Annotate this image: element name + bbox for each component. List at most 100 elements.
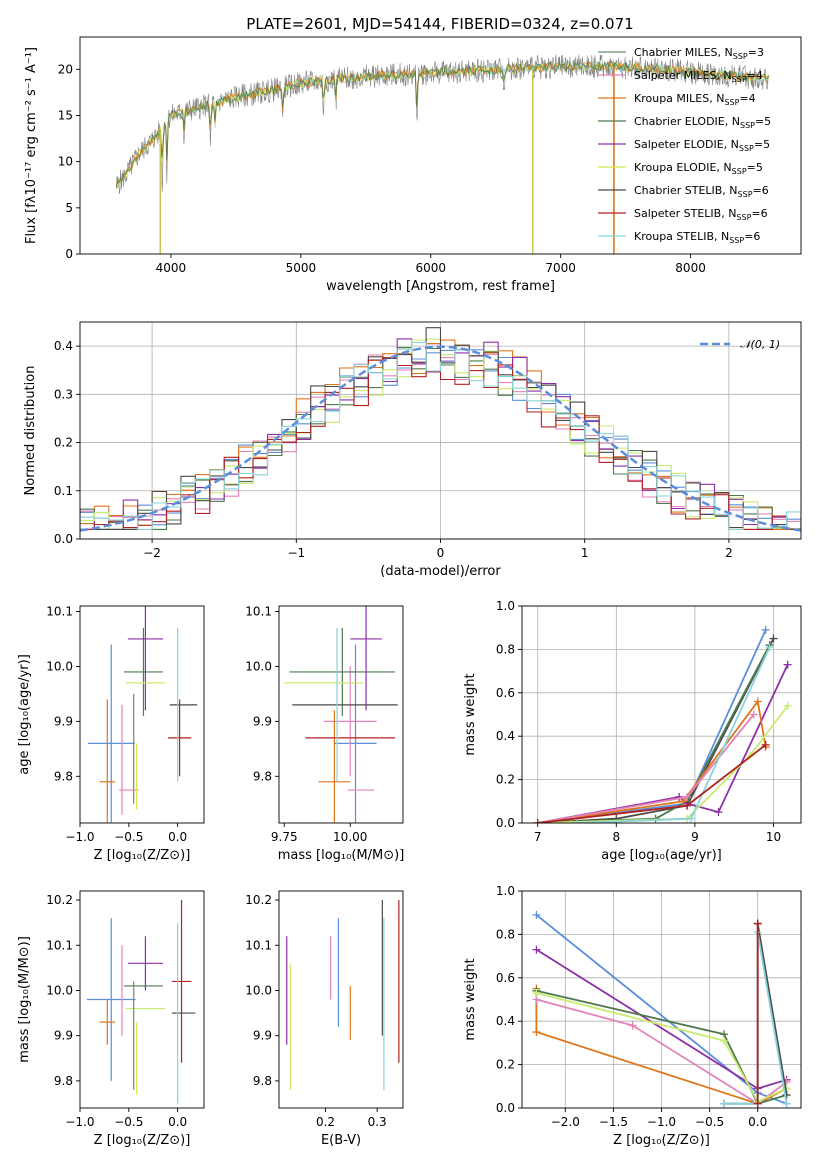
axes-frame (79, 605, 205, 824)
mass-weight-marker (532, 1028, 541, 1037)
x-axis-label: age [log₁₀(age/yr)] (601, 848, 722, 863)
y-tick-label: 20 (58, 62, 73, 76)
legend-subscript: SSP (732, 75, 747, 84)
errorbar-point (86, 918, 136, 1081)
plot-area (284, 606, 398, 823)
residual-histogram-panel: −2 −1 0 1 2 0.0 0.1 0.2 0.3 0.4 (data-model)/error… (23, 321, 802, 579)
mass-weight-marker (714, 808, 723, 817)
y-tick-label: 0 (65, 247, 73, 261)
axes-frame (79, 36, 802, 255)
x-tick-label: 0.0 (168, 1115, 187, 1129)
errorbar-point (350, 606, 382, 711)
plot-area (86, 900, 196, 1104)
plot-area (87, 606, 198, 823)
legend-label: Salpeter ELODIE, N (634, 138, 739, 151)
legend-label: Kroupa ELODIE, N (634, 161, 732, 174)
legend-count: =5 (754, 138, 770, 151)
x-axis-label: wavelength [Angstrom, rest frame] (326, 279, 555, 294)
mass-weight-line (537, 629, 767, 823)
plot-area (286, 900, 400, 1090)
mass-weight-marker (628, 1021, 637, 1030)
x-tick-label: −1.5 (599, 1115, 628, 1129)
legend-subscript: SSP (739, 144, 754, 153)
x-tick-label: −1 (287, 546, 305, 560)
y-tick-label: 0.6 (496, 686, 515, 700)
legend-label: Salpeter MILES, N (634, 69, 732, 82)
y-tick-label: 0.8 (496, 927, 515, 941)
y-tick-label: 10.1 (245, 938, 272, 952)
legend-entry: Chabrier STELIB, NSSP=6 (634, 184, 769, 199)
x-axis-label: Z [log₁₀(Z/Z⊙)] (613, 1133, 710, 1148)
x-tick-label: −1.0 (647, 1115, 676, 1129)
x-tick-label: −0.5 (114, 830, 143, 844)
legend-subscript: SSP (733, 52, 748, 61)
mass-weight-marker (753, 697, 762, 706)
legend-label: Chabrier ELODIE, N (634, 115, 740, 128)
y-tick-label: 9.9 (54, 1029, 73, 1043)
legend-entry: Salpeter STELIB, NSSP=6 (634, 207, 768, 222)
mass-weight-line (537, 705, 789, 823)
legend-subscript: SSP (736, 213, 751, 222)
mass-weight-marker (769, 634, 778, 643)
legend-gaussian-label: 𝒩(0, 1) (740, 338, 780, 351)
histogram-series (80, 341, 801, 530)
legend-entry: Kroupa ELODIE, NSSP=5 (634, 161, 763, 176)
spectrum-model-line (115, 60, 769, 188)
x-tick-label: −2 (143, 546, 161, 560)
errorbar-point (87, 644, 135, 823)
legend-subscript: SSP (738, 190, 753, 199)
legend-label: Salpeter STELIB, N (634, 207, 736, 220)
legend-entry: Salpeter MILES, NSSP=4 (634, 69, 763, 84)
x-tick-label: −2.0 (551, 1115, 580, 1129)
mass-weight-marker (782, 1099, 791, 1108)
spectrum-panel: 4000 5000 6000 7000 8000 0 5 10 15 20 wavelength [… (24, 36, 802, 294)
mass-weight-marker (532, 945, 541, 954)
gaussian-curve (80, 345, 801, 532)
y-tick-label: 10.0 (46, 983, 73, 997)
y-tick-label: 0.4 (54, 339, 73, 353)
y-tick-label: 0.0 (496, 816, 515, 830)
mass-age-panel: 9.75 10.00 9.8 9.9 10.0 10.1 mass [log₁₀(M/M⊙)… (245, 604, 405, 863)
legend-count: =4 (739, 92, 755, 105)
x-tick-label: 7000 (545, 261, 576, 275)
errorbar-point (127, 936, 163, 991)
y-tick-label: 9.9 (253, 714, 272, 728)
x-axis-label: Z [log₁₀(Z/Z⊙)] (94, 848, 191, 863)
age-weight-panel: 7 8 9 10 0.0 0.2 0.4 0.6 0.8 1.0 age [log₁₀(age/yr… (463, 599, 802, 863)
plot-area (115, 54, 769, 254)
y-tick-label: 0.1 (54, 484, 73, 498)
y-tick-label: 10.1 (46, 604, 73, 618)
legend-count: =3 (748, 46, 764, 59)
mass-weight-marker (532, 988, 541, 997)
y-tick-label: 1.0 (496, 884, 515, 898)
plot-area (532, 910, 791, 1108)
x-tick-label: 0.3 (368, 1115, 387, 1129)
plot-area (80, 327, 801, 532)
mass-weight-marker (753, 919, 762, 928)
x-tick-label: 2 (725, 546, 733, 560)
legend-count: =6 (744, 230, 760, 243)
legend-subscript: SSP (740, 121, 755, 130)
x-axis-label: mass [log₁₀(M/M⊙)] (278, 848, 405, 863)
y-tick-label: 10.0 (245, 659, 272, 673)
plot-area (533, 625, 792, 823)
legend-label: Kroupa STELIB, N (634, 230, 729, 243)
mass-weight-marker (720, 1099, 729, 1108)
legend-subscript: SSP (729, 236, 744, 245)
x-axis-label: E(B-V) (321, 1133, 361, 1148)
y-tick-label: 0.4 (496, 729, 515, 743)
legend-entry: Salpeter ELODIE, NSSP=5 (634, 138, 770, 153)
x-tick-label: 7 (534, 830, 542, 844)
y-tick-label: 10 (58, 155, 73, 169)
y-tick-label: 10.1 (245, 604, 272, 618)
legend-entry: Chabrier ELODIE, NSSP=5 (634, 115, 771, 130)
legend-count: =6 (753, 184, 769, 197)
mass-weight-marker (720, 1036, 729, 1045)
histogram-series (80, 349, 801, 530)
mass-weight-line (537, 699, 767, 823)
legend-count: =4 (747, 69, 763, 82)
legend-count: =6 (751, 207, 767, 220)
figure-title: PLATE=2601, MJD=54144, FIBERID=0324, z=0… (246, 15, 633, 33)
